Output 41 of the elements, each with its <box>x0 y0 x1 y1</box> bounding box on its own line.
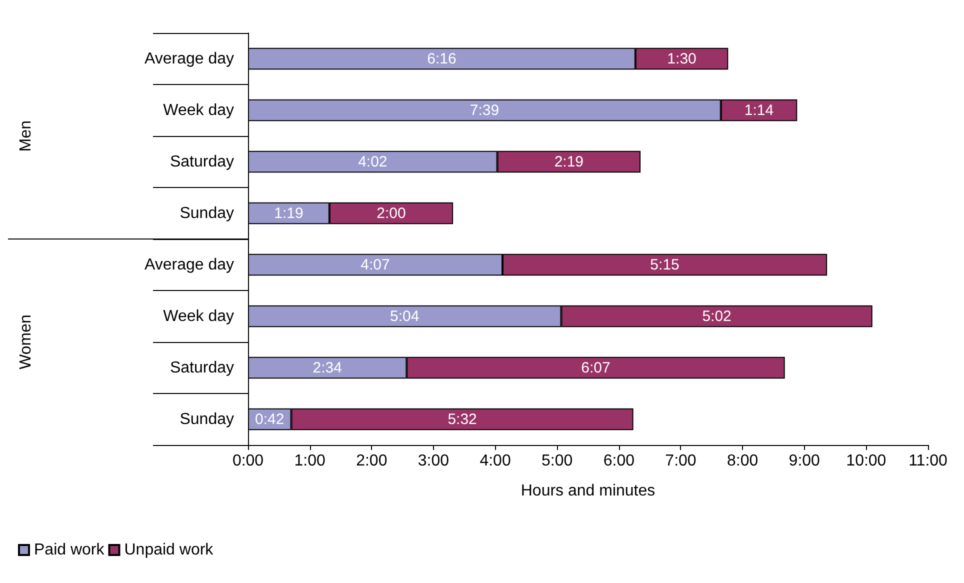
data-label: 2:19 <box>554 153 584 170</box>
y-tick-label: Sunday <box>180 410 234 428</box>
data-label: 7:39 <box>470 102 500 119</box>
data-label: 5:02 <box>702 308 732 325</box>
data-label: 4:07 <box>360 256 390 274</box>
x-tick-label: 3:00 <box>418 452 450 470</box>
data-label: 5:32 <box>448 410 477 428</box>
data-label: 4:02 <box>358 153 388 170</box>
x-tick-label: 10:00 <box>846 452 886 470</box>
y-tick-label: Average day <box>144 256 234 274</box>
y-tick-label: Sunday <box>180 204 234 222</box>
data-label: 5:04 <box>390 308 420 325</box>
data-label: 1:19 <box>274 204 304 222</box>
y-tick-label: Saturday <box>170 359 234 376</box>
x-tick-label: 6:00 <box>603 452 635 470</box>
y-tick-label: Week day <box>163 102 234 119</box>
y-tick-label: Week day <box>163 308 234 325</box>
text: Women <box>18 314 34 370</box>
data-label: 2:34 <box>312 359 342 376</box>
x-tick-label: 4:00 <box>480 452 511 470</box>
data-label: 6:07 <box>581 359 610 376</box>
x-tick-label: 1:00 <box>294 452 326 470</box>
data-label: 2:00 <box>376 204 406 222</box>
data-label: 1:30 <box>667 50 696 68</box>
data-label: 6:16 <box>427 50 456 68</box>
x-tick-label: 8:00 <box>726 452 758 470</box>
text: Men <box>18 120 34 152</box>
y-tick-label: Saturday <box>170 153 234 170</box>
x-tick-label: 2:00 <box>356 452 388 470</box>
x-tick-label: 7:00 <box>665 452 696 470</box>
x-tick-label: 0:00 <box>232 452 264 470</box>
x-tick-label: 9:00 <box>788 452 820 470</box>
data-label: 5:15 <box>650 256 680 274</box>
legend-label: Unpaid work <box>124 542 214 558</box>
data-label: 0:42 <box>255 410 284 428</box>
x-tick-label: 5:00 <box>542 452 573 470</box>
x-tick-label: 11:00 <box>908 452 948 470</box>
data-label: 1:14 <box>744 102 774 119</box>
y-tick-label: Average day <box>144 50 234 68</box>
legend-label: Paid work <box>34 542 106 558</box>
x-axis-title: Hours and minutes <box>520 482 656 500</box>
